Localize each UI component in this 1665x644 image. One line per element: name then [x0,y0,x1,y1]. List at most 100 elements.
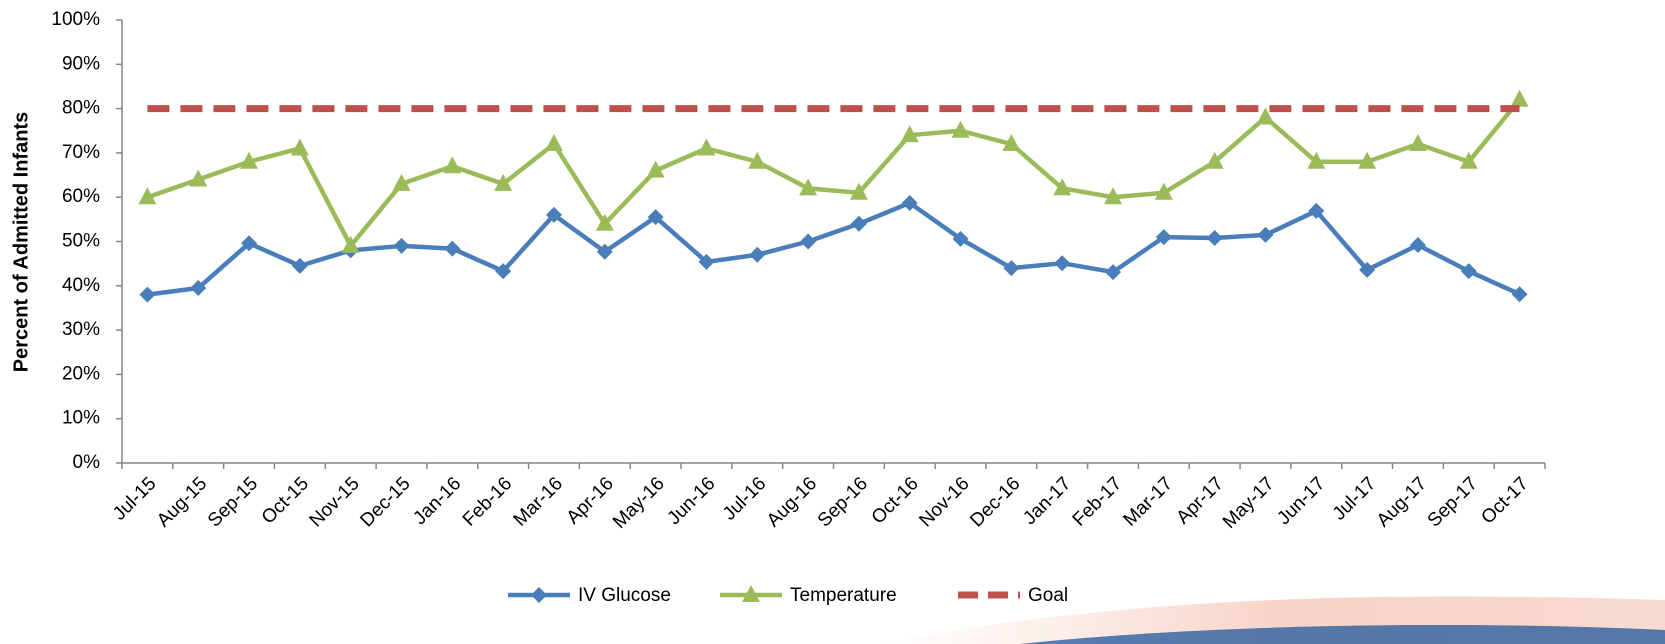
diamond-marker [1206,229,1223,246]
diamond-marker [952,230,969,247]
triangle-marker [1510,89,1529,107]
x-tick-label: Aug-17 [1373,473,1431,531]
triangle-marker [1256,107,1275,125]
x-tick-label: Apr-17 [1173,473,1228,528]
triangle-marker [240,151,259,169]
triangle-marker [1408,134,1427,152]
x-tick-label: Dec-16 [966,473,1024,531]
diamond-marker [1409,237,1426,254]
x-tick-label: Nov-15 [306,473,364,531]
x-tick-label: Feb-17 [1069,473,1126,530]
x-tick-label: Nov-16 [915,473,973,531]
y-tick-label: 70% [62,142,100,163]
x-tick-label: Oct-15 [258,473,313,528]
series-line [147,200,1521,297]
triangle-marker [544,134,563,152]
x-tick-label: Feb-16 [459,473,516,530]
triangle-marker [646,160,665,178]
triangle-marker [595,213,614,231]
x-tick-label: Oct-16 [868,473,923,528]
triangle-marker [443,156,462,174]
diamond-marker [1155,229,1172,246]
diamond-marker [1257,226,1274,243]
triangle-marker [392,173,411,191]
y-tick-label: 90% [62,53,100,74]
y-axis-title: Percent of Admitted Infants [10,112,32,372]
triangle-marker [1205,151,1224,169]
triangle-marker [290,138,309,156]
triangle-marker [1358,151,1377,169]
triangle-marker [748,151,767,169]
x-tick-label: Sep-17 [1424,473,1482,531]
diamond-marker [495,263,512,280]
diamond-marker [698,253,715,270]
diamond-marker [596,243,613,260]
triangle-marker [138,187,157,205]
x-tick-label: Mar-17 [1120,473,1177,530]
diamond-marker [291,257,308,274]
y-tick-label: 30% [62,319,100,340]
y-tick-label: 60% [62,186,100,207]
diamond-marker [1308,202,1325,219]
x-tick-label: Aug-15 [153,473,211,531]
diamond-marker [1460,263,1477,280]
diamond-marker [1511,286,1528,303]
triangle-marker [341,235,360,253]
y-tick-label: 0% [73,452,101,473]
x-tick-label: Jan-16 [409,473,465,529]
diamond-marker [545,206,562,223]
triangle-marker [799,178,818,196]
triangle-marker [900,125,919,143]
diamond-marker [647,209,664,226]
x-tick-label: Dec-15 [356,473,414,531]
triangle-marker [849,182,868,200]
diamond-marker [901,194,918,211]
x-tick-label: Oct-17 [1477,473,1532,528]
diamond-marker [190,280,207,297]
y-tick-label: 50% [62,231,100,252]
x-tick-label: Sep-16 [814,473,872,531]
diamond-marker [139,286,156,303]
y-tick-label: 100% [51,9,100,30]
y-tick-label: 80% [62,98,100,119]
y-tick-label: 10% [62,408,100,429]
x-tick-label: May-17 [1219,473,1279,533]
diamond-marker [850,215,867,232]
x-tick-label: Jun-17 [1273,473,1329,529]
diamond-marker [800,233,817,250]
diamond-marker [749,246,766,263]
diamond-marker [1003,260,1020,277]
x-tick-label: Sep-15 [204,473,262,531]
x-tick-label: Apr-16 [563,473,618,528]
triangle-marker [189,169,208,187]
diamond-marker [444,240,461,257]
triangle-marker [1104,187,1123,205]
triangle-marker [697,138,716,156]
legend-label: Temperature [790,585,897,606]
series-line [146,98,1522,249]
triangle-marker [1053,178,1072,196]
legend-marker [742,585,760,602]
legend-marker [531,587,547,603]
triangle-marker [494,173,513,191]
triangle-marker [1307,151,1326,169]
y-tick-label: 40% [62,275,100,296]
diamond-marker [393,237,410,254]
legend-label: IV Glucose [578,585,671,606]
triangle-marker [1459,151,1478,169]
x-tick-label: Mar-16 [510,473,567,530]
decor-swoosh-blue [1020,624,1665,644]
diamond-marker [1054,255,1071,272]
x-tick-label: Jun-16 [664,473,720,529]
legend-label: Goal [1028,585,1068,606]
diamond-marker [241,235,258,252]
triangle-marker [1154,182,1173,200]
triangle-marker [951,120,970,138]
x-tick-label: Jan-17 [1019,473,1075,529]
x-tick-label: Aug-16 [763,473,821,531]
diamond-marker [1105,264,1122,281]
y-tick-label: 20% [62,363,100,384]
diamond-marker [1359,261,1376,278]
x-tick-label: May-16 [609,473,669,533]
